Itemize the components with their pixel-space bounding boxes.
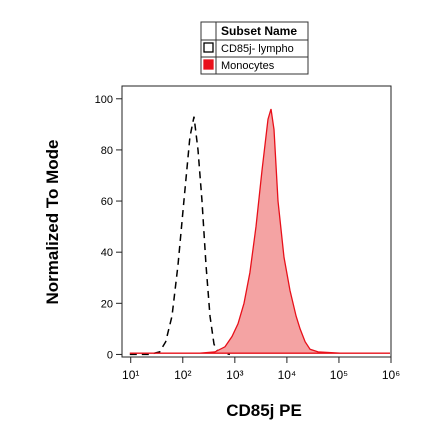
legend-title: Subset Name [221, 24, 297, 38]
legend-box [200, 21, 309, 75]
plot-frame [121, 85, 392, 358]
legend-label: Monocytes [221, 60, 275, 72]
y-tick-label: 20 [101, 298, 113, 310]
histogram-curve [129, 116, 231, 356]
x-tick-label: 10⁶ [382, 368, 400, 382]
legend-swatch [203, 59, 214, 70]
x-tick-label: 10⁴ [278, 368, 297, 382]
legend-label: CD85j- lympho [221, 43, 294, 55]
x-tick-label: 10⁵ [330, 368, 348, 382]
y-axis-label: Normalized To Mode [43, 140, 62, 305]
x-axis-label: CD85j PE [226, 401, 302, 420]
y-tick-label: 100 [95, 94, 113, 106]
y-tick-label: 60 [101, 196, 113, 208]
histogram-curve [129, 108, 390, 354]
x-tick-label: 10² [174, 368, 191, 382]
x-tick-label: 10¹ [122, 368, 139, 382]
y-tick-label: 0 [107, 349, 113, 361]
legend-swatch [203, 42, 214, 53]
y-tick-label: 80 [101, 145, 113, 157]
y-tick-label: 40 [101, 247, 113, 259]
x-tick-label: 10³ [226, 368, 243, 382]
